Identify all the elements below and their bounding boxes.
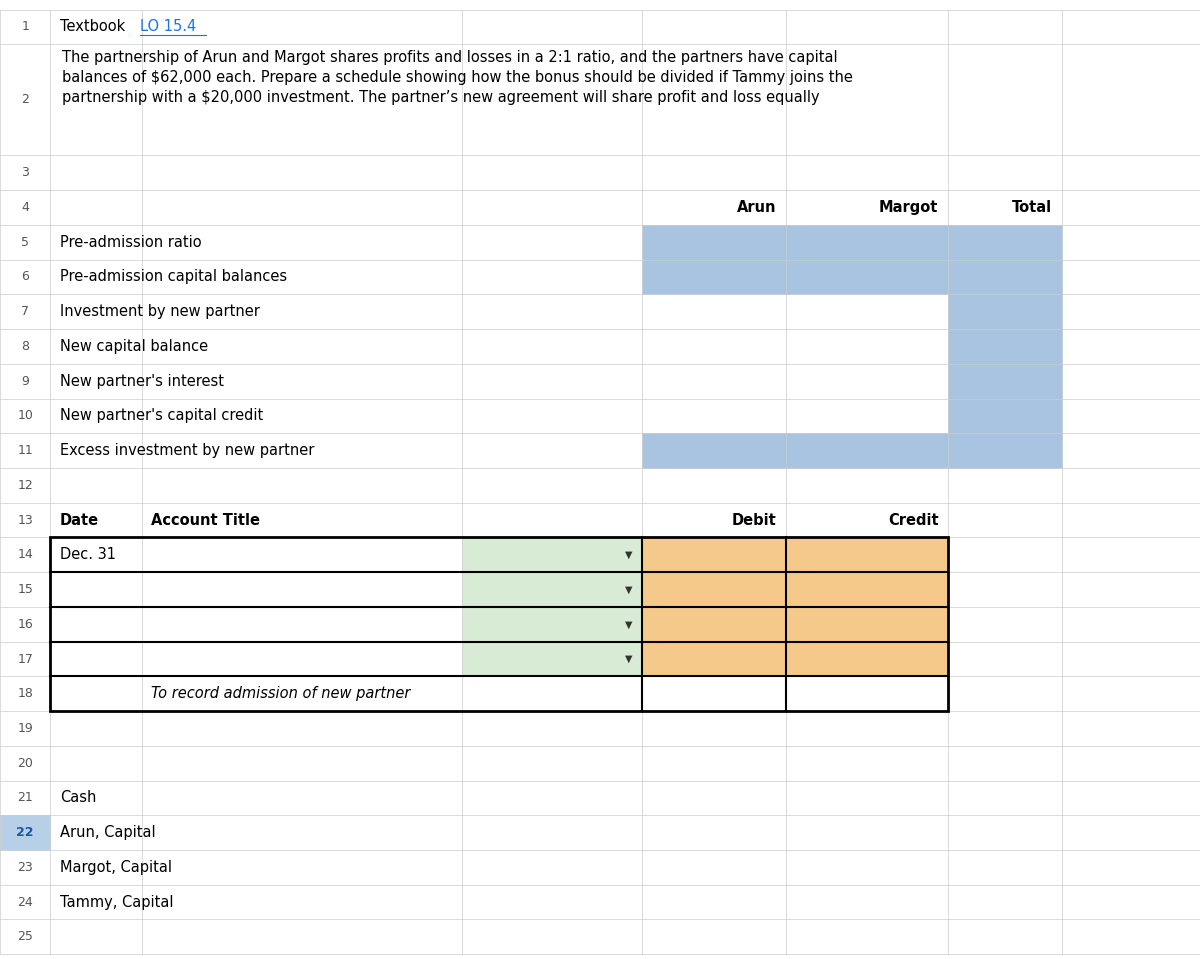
Text: Date: Date xyxy=(60,513,100,527)
Text: 12: 12 xyxy=(17,479,34,492)
Bar xyxy=(642,573,786,607)
Bar xyxy=(642,642,786,676)
Text: Margot, Capital: Margot, Capital xyxy=(60,860,172,875)
Bar xyxy=(0,815,50,850)
Bar xyxy=(642,260,786,294)
Text: 1: 1 xyxy=(22,20,29,34)
Text: ▼: ▼ xyxy=(625,550,632,560)
Bar xyxy=(948,329,1062,363)
Bar xyxy=(786,260,948,294)
Bar xyxy=(786,607,948,642)
Text: 5: 5 xyxy=(22,236,29,248)
Text: 7: 7 xyxy=(22,305,29,318)
Text: ▼: ▼ xyxy=(625,585,632,595)
Bar xyxy=(948,363,1062,399)
Bar xyxy=(948,294,1062,329)
Text: Excess investment by new partner: Excess investment by new partner xyxy=(60,443,314,458)
Text: 2: 2 xyxy=(22,93,29,106)
Text: 8: 8 xyxy=(22,339,29,353)
Text: Total: Total xyxy=(1013,200,1052,215)
Bar xyxy=(948,225,1062,260)
Text: 3: 3 xyxy=(22,166,29,179)
Text: Cash: Cash xyxy=(60,790,96,806)
Bar xyxy=(786,573,948,607)
Text: 23: 23 xyxy=(17,861,34,874)
Text: 4: 4 xyxy=(22,201,29,214)
Text: Account Title: Account Title xyxy=(151,513,260,527)
Text: 24: 24 xyxy=(17,896,34,908)
Bar xyxy=(786,225,948,260)
Bar xyxy=(948,399,1062,433)
Text: 16: 16 xyxy=(17,618,34,631)
Text: 20: 20 xyxy=(17,757,34,770)
Text: Margot: Margot xyxy=(880,200,938,215)
Text: Arun, Capital: Arun, Capital xyxy=(60,825,156,840)
Text: 22: 22 xyxy=(17,826,34,839)
Text: 10: 10 xyxy=(17,409,34,422)
Text: Arun: Arun xyxy=(737,200,776,215)
Text: Pre-admission capital balances: Pre-admission capital balances xyxy=(60,269,287,285)
Text: 9: 9 xyxy=(22,375,29,387)
Bar xyxy=(462,573,642,607)
Bar xyxy=(948,433,1062,468)
Text: 19: 19 xyxy=(17,722,34,735)
Bar xyxy=(462,642,642,676)
Bar xyxy=(786,433,948,468)
Text: New partner's capital credit: New partner's capital credit xyxy=(60,409,263,424)
Text: 15: 15 xyxy=(17,583,34,596)
Text: Pre-admission ratio: Pre-admission ratio xyxy=(60,235,202,249)
Text: 13: 13 xyxy=(17,514,34,526)
Text: The partnership of Arun and Margot shares profits and losses in a 2:1 ratio, and: The partnership of Arun and Margot share… xyxy=(62,50,853,105)
Bar xyxy=(642,537,786,573)
Bar xyxy=(462,607,642,642)
Text: ▼: ▼ xyxy=(625,654,632,664)
Text: 18: 18 xyxy=(17,688,34,700)
Text: Debit: Debit xyxy=(732,513,776,527)
Text: Credit: Credit xyxy=(888,513,938,527)
Bar xyxy=(948,260,1062,294)
Bar xyxy=(642,433,786,468)
Bar xyxy=(642,225,786,260)
Text: ▼: ▼ xyxy=(625,620,632,629)
Text: Dec. 31: Dec. 31 xyxy=(60,548,116,562)
Bar xyxy=(642,607,786,642)
Text: 21: 21 xyxy=(17,791,34,805)
Text: Investment by new partner: Investment by new partner xyxy=(60,304,260,319)
Bar xyxy=(50,537,948,712)
Bar xyxy=(462,537,642,573)
Text: Textbook: Textbook xyxy=(60,19,130,35)
Text: 11: 11 xyxy=(17,444,34,457)
Text: LO 15.4: LO 15.4 xyxy=(140,19,197,35)
Text: New capital balance: New capital balance xyxy=(60,339,208,354)
Bar xyxy=(786,537,948,573)
Bar xyxy=(786,642,948,676)
Text: 17: 17 xyxy=(17,652,34,666)
Text: New partner's interest: New partner's interest xyxy=(60,374,224,388)
Text: 6: 6 xyxy=(22,270,29,284)
Text: 25: 25 xyxy=(17,930,34,944)
Text: 14: 14 xyxy=(17,549,34,561)
Text: Tammy, Capital: Tammy, Capital xyxy=(60,895,174,910)
Text: To record admission of new partner: To record admission of new partner xyxy=(151,687,410,701)
